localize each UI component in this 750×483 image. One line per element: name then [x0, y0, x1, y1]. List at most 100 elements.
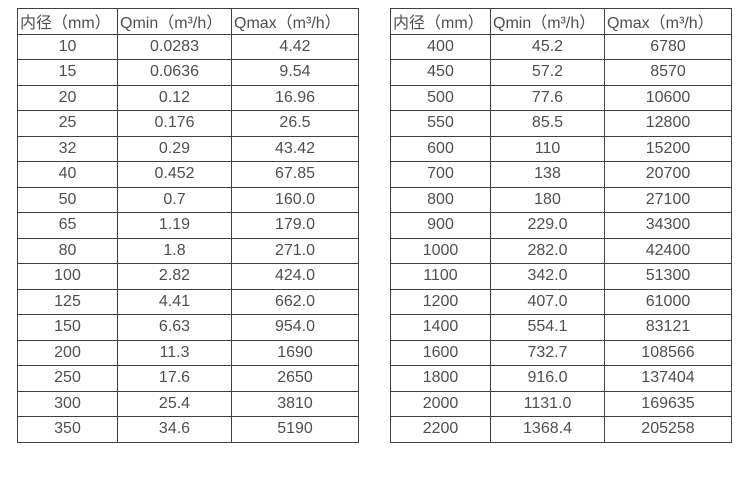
table-cell: 550 — [390, 110, 491, 137]
table-cell: 100 — [17, 263, 118, 290]
table-row: 32 0.29 43.42 — [17, 135, 359, 162]
table-cell: 0.0283 — [117, 33, 232, 60]
header-cell: Qmin（m³/h） — [490, 8, 605, 35]
table-cell: 2000 — [390, 390, 491, 417]
header-row: 内径（mm） Qmin（m³/h） Qmax（m³/h） — [390, 8, 732, 35]
table-row: 500 77.6 10600 — [390, 84, 732, 111]
table-cell: 0.7 — [117, 186, 232, 213]
table-cell: 916.0 — [490, 365, 605, 392]
header-cell: Qmin（m³/h） — [117, 8, 232, 35]
table-cell: 0.12 — [117, 84, 232, 111]
table-cell: 4.42 — [231, 33, 359, 60]
table-cell: 125 — [17, 288, 118, 315]
table-cell: 205258 — [604, 416, 732, 443]
table-cell: 800 — [390, 186, 491, 213]
table-row: 400 45.2 6780 — [390, 33, 732, 60]
table-cell: 250 — [17, 365, 118, 392]
table-cell: 10600 — [604, 84, 732, 111]
table-cell: 662.0 — [231, 288, 359, 315]
table-cell: 4.41 — [117, 288, 232, 315]
table-cell: 43.42 — [231, 135, 359, 162]
table-cell: 180 — [490, 186, 605, 213]
table-row: 900 229.0 34300 — [390, 212, 732, 239]
table-row: 450 57.2 8570 — [390, 59, 732, 86]
table-cell: 10 — [17, 33, 118, 60]
table-row: 2200 1368.4 205258 — [390, 416, 732, 443]
table-cell: 1200 — [390, 288, 491, 315]
header-cell: 内径（mm） — [17, 8, 118, 35]
table-cell: 20700 — [604, 161, 732, 188]
table-row: 125 4.41 662.0 — [17, 288, 359, 315]
table-cell: 2200 — [390, 416, 491, 443]
table-row: 10 0.0283 4.42 — [17, 33, 359, 60]
table-row: 20 0.12 16.96 — [17, 84, 359, 111]
table-cell: 1690 — [231, 339, 359, 366]
table-cell: 732.7 — [490, 339, 605, 366]
table-cell: 3810 — [231, 390, 359, 417]
header-cell: 内径（mm） — [390, 8, 491, 35]
table-row: 1000 282.0 42400 — [390, 237, 732, 264]
header-cell: Qmax（m³/h） — [604, 8, 732, 35]
table-row: 550 85.5 12800 — [390, 110, 732, 137]
table-cell: 25.4 — [117, 390, 232, 417]
table-cell: 137404 — [604, 365, 732, 392]
table-cell: 138 — [490, 161, 605, 188]
table-cell: 26.5 — [231, 110, 359, 137]
table-cell: 1131.0 — [490, 390, 605, 417]
table-row: 1800 916.0 137404 — [390, 365, 732, 392]
table-cell: 179.0 — [231, 212, 359, 239]
table-cell: 6780 — [604, 33, 732, 60]
table-cell: 450 — [390, 59, 491, 86]
table-cell: 407.0 — [490, 288, 605, 315]
table-cell: 229.0 — [490, 212, 605, 239]
table-cell: 200 — [17, 339, 118, 366]
table-body: 400 45.2 6780 450 57.2 8570 500 77.6 10600 550 85.… — [390, 33, 732, 443]
table-row: 350 34.6 5190 — [17, 416, 359, 443]
table-cell: 40 — [17, 161, 118, 188]
table-cell: 350 — [17, 416, 118, 443]
table-cell: 34300 — [604, 212, 732, 239]
table-cell: 50 — [17, 186, 118, 213]
table-row: 25 0.176 26.5 — [17, 110, 359, 137]
table-cell: 160.0 — [231, 186, 359, 213]
table-cell: 15 — [17, 59, 118, 86]
table-row: 2000 1131.0 169635 — [390, 390, 732, 417]
table-cell: 110 — [490, 135, 605, 162]
table-cell: 27100 — [604, 186, 732, 213]
table-cell: 77.6 — [490, 84, 605, 111]
table-cell: 5190 — [231, 416, 359, 443]
table-cell: 45.2 — [490, 33, 605, 60]
table-cell: 11.3 — [117, 339, 232, 366]
table-cell: 67.85 — [231, 161, 359, 188]
table-cell: 0.176 — [117, 110, 232, 137]
table-cell: 700 — [390, 161, 491, 188]
table-header: 内径（mm） Qmin（m³/h） Qmax（m³/h） — [390, 8, 732, 35]
table-row: 50 0.7 160.0 — [17, 186, 359, 213]
table-cell: 150 — [17, 314, 118, 341]
flow-table-large-diameters: 内径（mm） Qmin（m³/h） Qmax（m³/h） 400 45.2 6780 45… — [390, 8, 732, 443]
table-cell: 271.0 — [231, 237, 359, 264]
table-cell: 17.6 — [117, 365, 232, 392]
header-row: 内径（mm） Qmin（m³/h） Qmax（m³/h） — [17, 8, 359, 35]
table-row: 800 180 27100 — [390, 186, 732, 213]
table-cell: 65 — [17, 212, 118, 239]
table-cell: 954.0 — [231, 314, 359, 341]
table-row: 40 0.452 67.85 — [17, 161, 359, 188]
table-row: 700 138 20700 — [390, 161, 732, 188]
table-row: 150 6.63 954.0 — [17, 314, 359, 341]
table-cell: 20 — [17, 84, 118, 111]
table-cell: 1600 — [390, 339, 491, 366]
flow-tables-container: 内径（mm） Qmin（m³/h） Qmax（m³/h） 10 0.0283 4.42 1… — [17, 8, 732, 443]
table-row: 1200 407.0 61000 — [390, 288, 732, 315]
table-cell: 342.0 — [490, 263, 605, 290]
table-cell: 1000 — [390, 237, 491, 264]
table-cell: 1100 — [390, 263, 491, 290]
table-cell: 83121 — [604, 314, 732, 341]
table-row: 600 110 15200 — [390, 135, 732, 162]
table-row: 250 17.6 2650 — [17, 365, 359, 392]
table-cell: 0.0636 — [117, 59, 232, 86]
table-cell: 1400 — [390, 314, 491, 341]
flow-table-small-diameters: 内径（mm） Qmin（m³/h） Qmax（m³/h） 10 0.0283 4.42 1… — [17, 8, 359, 443]
table-cell: 6.63 — [117, 314, 232, 341]
table-cell: 600 — [390, 135, 491, 162]
